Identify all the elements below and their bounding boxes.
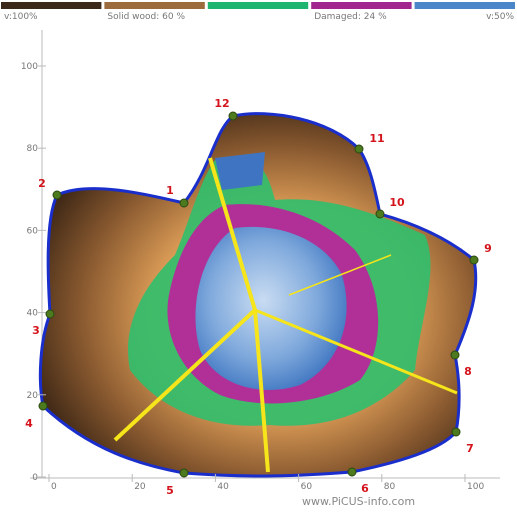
x-tick-label: 100 [467,482,484,492]
sensor-label: 2 [38,177,46,190]
path-line [208,157,257,311]
path-line [254,308,458,395]
sensor [45,309,55,319]
y-tick-label: 40 [27,309,39,319]
hollow-zone [195,226,347,390]
path-line [113,308,257,442]
sensor-label: 11 [369,132,384,145]
sensor [179,468,189,478]
x-tick-label: 0 [51,482,57,492]
legend-swatch [1,2,102,9]
sensor [179,198,189,208]
sensor [375,209,385,219]
x-tick-label: 40 [217,482,229,492]
legend-label: v:50% [486,12,514,22]
sensor-label: 8 [464,365,472,378]
path-line [288,254,392,296]
sensor [450,350,460,360]
sensor-label: 3 [32,324,40,337]
sensor [451,427,461,437]
sensor [469,255,479,265]
y-tick-label: 80 [27,144,39,154]
sensor-label: 5 [166,484,174,497]
sensor [52,190,62,200]
legend-label: v:100% [4,12,38,22]
y-tick-label: 100 [21,62,38,72]
sensor [38,401,48,411]
watermark: www.PiCUS-info.com [302,495,415,508]
sensor-label: 4 [25,417,33,430]
sensor-label: 9 [484,242,492,255]
tomogram [38,112,478,478]
sensor-label: 6 [361,482,369,495]
x-tick-label: 80 [384,482,396,492]
path-line [253,309,270,473]
legend-swatch [104,2,205,9]
sensor-label: 7 [466,442,474,455]
legend-label: Solid wood: 60 % [107,12,185,22]
hollow-top [215,152,265,190]
legend-swatch [207,2,309,9]
x-tick-label: 60 [301,482,313,492]
y-tick-label: 20 [27,391,39,401]
x-tick-label: 20 [134,482,146,492]
sensor [228,111,238,121]
legend-swatch [311,2,412,9]
y-tick-label: 60 [27,226,39,236]
sensor [347,467,357,477]
sensor-label: 1 [166,184,174,197]
legend-swatch [414,2,515,9]
legend-label: Damaged: 24 % [314,12,387,22]
sensor-label: 10 [389,196,405,209]
y-tick-label: 0 [32,473,38,483]
sensor-paths [113,157,458,473]
sensor-label: 12 [214,97,229,110]
sensor [354,144,364,154]
